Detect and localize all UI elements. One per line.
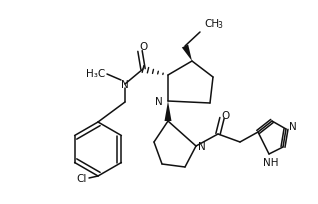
Polygon shape [182, 45, 192, 62]
Text: Cl: Cl [77, 173, 87, 183]
Text: H₃C: H₃C [86, 69, 105, 79]
Text: N: N [289, 121, 297, 131]
Text: O: O [139, 42, 147, 52]
Text: 3: 3 [217, 21, 222, 30]
Text: CH: CH [204, 19, 219, 29]
Text: O: O [222, 110, 230, 120]
Text: N: N [155, 96, 163, 106]
Text: NH: NH [263, 157, 279, 167]
Polygon shape [164, 102, 171, 121]
Text: N: N [121, 80, 129, 90]
Text: N: N [198, 141, 206, 151]
